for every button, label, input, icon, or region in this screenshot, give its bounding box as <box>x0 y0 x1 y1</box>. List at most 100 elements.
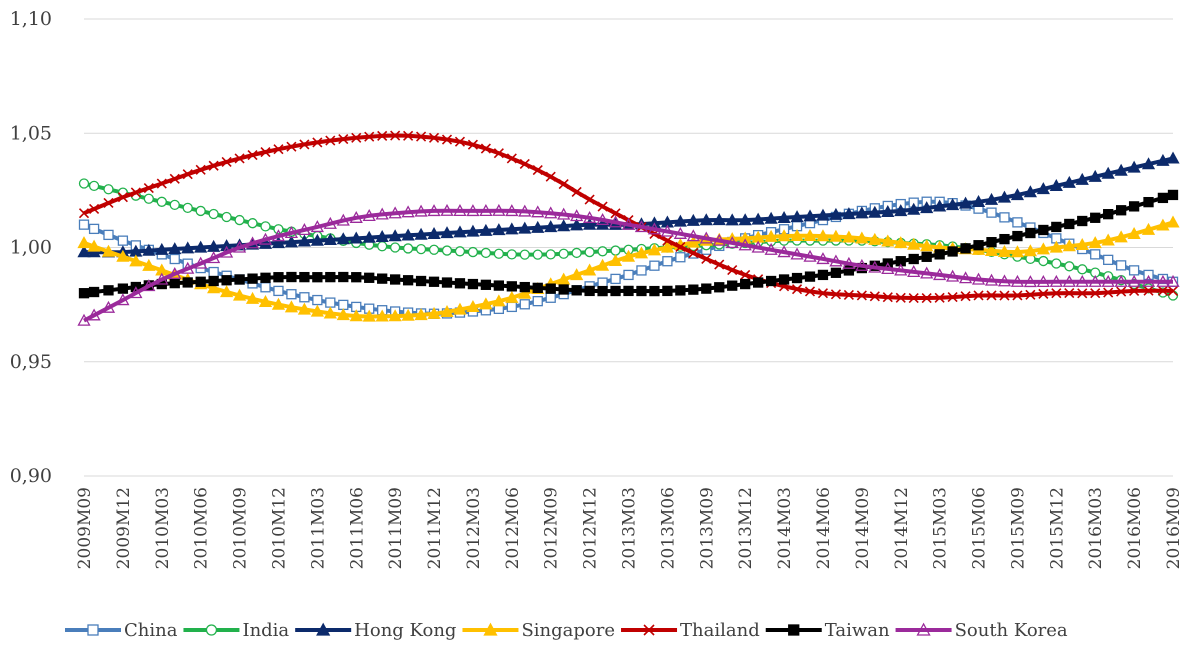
data-point <box>920 239 934 252</box>
data-point <box>427 226 441 239</box>
data-point <box>558 178 569 190</box>
data-point <box>686 235 700 248</box>
data-point <box>997 274 1012 287</box>
data-point <box>271 229 286 242</box>
data-point <box>1167 189 1179 201</box>
data-point <box>273 272 284 283</box>
data-point <box>803 228 817 241</box>
data-point <box>247 218 258 229</box>
data-point <box>401 228 415 241</box>
data-point <box>999 212 1010 223</box>
data-point <box>738 213 752 226</box>
plot-area <box>77 130 1180 326</box>
data-point <box>557 272 571 285</box>
x-tick-label: 2010M09 <box>231 487 251 569</box>
data-point <box>271 236 286 249</box>
data-point <box>623 285 634 297</box>
data-point <box>804 286 816 297</box>
data-point <box>519 249 530 260</box>
data-point <box>921 292 932 304</box>
data-point <box>634 220 649 233</box>
data-point <box>467 278 479 290</box>
data-point <box>87 239 101 252</box>
data-point <box>984 273 999 286</box>
data-point <box>377 130 388 141</box>
data-point <box>986 237 997 248</box>
data-point <box>377 241 388 252</box>
data-point <box>142 279 156 292</box>
data-point <box>647 243 662 256</box>
legend-marker <box>205 624 218 636</box>
data-point <box>323 216 337 229</box>
data-point <box>416 131 427 142</box>
data-point <box>608 215 623 228</box>
data-point <box>778 274 790 285</box>
data-point <box>220 285 234 298</box>
data-point <box>493 148 504 159</box>
data-point <box>817 269 829 281</box>
data-point <box>325 271 336 283</box>
data-point <box>570 218 584 231</box>
x-tick-label: 2012M06 <box>503 487 523 569</box>
data-point <box>971 272 986 285</box>
data-point <box>388 229 402 242</box>
data-point <box>78 288 90 299</box>
data-point <box>1103 287 1114 298</box>
data-point <box>829 229 843 242</box>
data-point <box>401 308 415 321</box>
data-point <box>1025 227 1036 239</box>
data-point <box>984 192 999 205</box>
data-point <box>284 300 299 313</box>
data-point <box>207 251 221 264</box>
data-point <box>493 280 505 291</box>
data-point <box>1049 178 1063 191</box>
data-point <box>103 197 114 209</box>
data-point <box>986 290 997 301</box>
data-point <box>947 246 958 257</box>
data-point <box>453 302 467 315</box>
legend: China India Hong Kong Singapore Thailand Taiw… <box>65 620 1068 641</box>
legend-item: Taiwan <box>765 620 890 641</box>
data-point <box>764 242 778 255</box>
data-point <box>364 272 375 283</box>
data-point <box>971 194 986 207</box>
data-point <box>364 131 375 142</box>
data-point <box>143 182 154 194</box>
data-point <box>260 146 271 158</box>
data-point <box>480 247 492 259</box>
y-tick-label: 1,00 <box>10 237 52 259</box>
data-point <box>571 247 582 259</box>
x-tick-label: 2013M03 <box>620 487 640 569</box>
data-point <box>934 249 945 260</box>
data-point <box>260 282 271 293</box>
data-point <box>842 256 856 269</box>
x-tick-label: 2015M06 <box>970 487 990 569</box>
data-point <box>647 222 662 235</box>
data-point <box>441 134 453 145</box>
data-point <box>401 205 415 218</box>
data-point <box>764 229 778 242</box>
data-point <box>764 211 778 224</box>
data-point <box>453 204 467 217</box>
data-point <box>428 132 440 143</box>
data-point <box>1051 221 1062 233</box>
data-point <box>77 245 91 258</box>
data-point <box>765 275 777 287</box>
data-point <box>87 308 101 321</box>
data-point <box>597 285 608 297</box>
data-point <box>958 196 973 209</box>
data-point <box>583 210 597 223</box>
data-point <box>323 306 337 319</box>
data-point <box>881 262 895 275</box>
data-point <box>169 253 180 265</box>
data-point <box>738 238 752 251</box>
data-point <box>247 273 258 284</box>
data-point <box>101 300 116 313</box>
data-point <box>297 223 311 236</box>
data-point <box>675 252 686 263</box>
data-point <box>752 277 764 288</box>
data-point <box>791 272 803 284</box>
legend-item: Hong Kong <box>295 620 456 641</box>
data-point <box>221 156 232 168</box>
